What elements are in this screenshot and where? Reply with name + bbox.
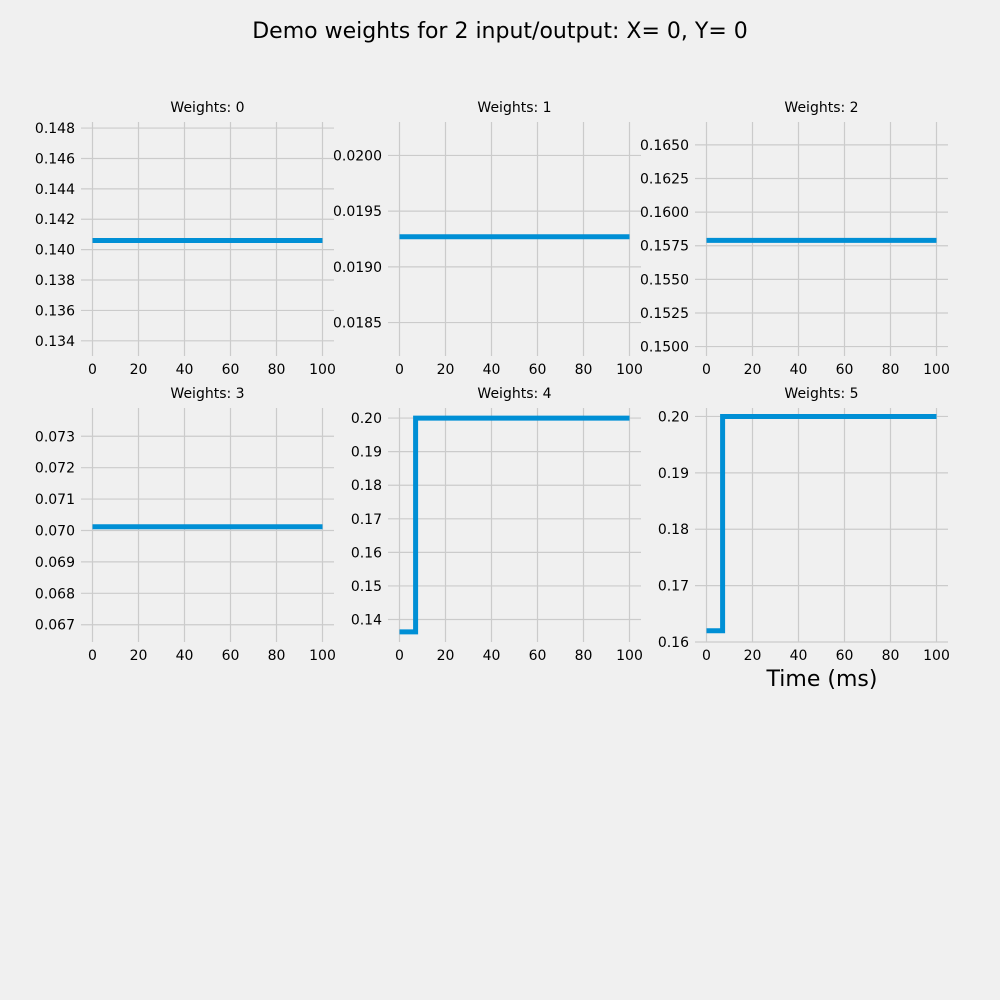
subplot-weights-1: Weights: 1 0 20 40 60 80 100 0.0185 0.0190 0.0195… (333, 100, 643, 378)
x-tick-label: 0 (702, 648, 711, 664)
x-tick-label: 80 (882, 648, 900, 664)
y-tick-label: 0.1525 (640, 306, 689, 322)
y-tick-label: 0.18 (351, 478, 382, 494)
x-tick-label: 100 (616, 648, 643, 664)
x-tick-label: 40 (790, 362, 808, 378)
y-tick-label: 0.073 (35, 429, 75, 445)
y-tick-label: 0.1600 (640, 205, 689, 221)
x-tick-label: 80 (575, 648, 593, 664)
y-tick-label: 0.069 (35, 555, 75, 571)
x-tick-label: 20 (744, 648, 762, 664)
x-tick-label: 60 (836, 648, 854, 664)
y-tick-label: 0.19 (658, 466, 689, 482)
y-tick-label: 0.1550 (640, 272, 689, 288)
subplot-weights-3: Weights: 3 0 20 40 60 80 100 0.067 0.068 0.069 0.0… (35, 386, 336, 664)
subplot-title: Weights: 5 (784, 386, 858, 402)
subplot-weights-0: Weights: 0 0 20 40 60 80 100 0.134 0.136 0.138 0.1… (35, 100, 336, 378)
y-tick-label: 0.1575 (640, 239, 689, 255)
y-tick-label: 0.070 (35, 523, 75, 539)
y-tick-label: 0.134 (35, 334, 75, 350)
y-tick-label: 0.068 (35, 586, 75, 602)
x-tick-label: 20 (130, 362, 148, 378)
x-tick-label: 0 (88, 362, 97, 378)
subplot-weights-4: Weights: 4 0 20 40 60 80 100 0.14 0.15 0.16 0.17 0.… (351, 386, 643, 664)
y-tick-label: 0.1650 (640, 138, 689, 154)
x-tick-label: 20 (437, 648, 455, 664)
subplot-title: Weights: 2 (784, 100, 858, 116)
y-tick-label: 0.16 (658, 635, 689, 651)
x-tick-label: 80 (268, 648, 286, 664)
y-tick-label: 0.0185 (333, 316, 382, 332)
subplot-title: Weights: 3 (170, 386, 244, 402)
subplot-title: Weights: 4 (477, 386, 551, 402)
y-tick-label: 0.146 (35, 151, 75, 167)
x-tick-label: 40 (483, 362, 501, 378)
x-tick-label: 20 (130, 648, 148, 664)
y-tick-label: 0.16 (351, 545, 382, 561)
x-tick-label: 60 (222, 648, 240, 664)
x-tick-label: 60 (836, 362, 854, 378)
subplot-title: Weights: 1 (477, 100, 551, 116)
y-tick-label: 0.17 (351, 512, 382, 528)
y-tick-label: 0.071 (35, 492, 75, 508)
y-tick-label: 0.0190 (333, 260, 382, 276)
y-tick-label: 0.136 (35, 303, 75, 319)
y-tick-label: 0.20 (351, 411, 382, 427)
x-tick-label: 100 (309, 362, 336, 378)
x-tick-label: 60 (222, 362, 240, 378)
x-tick-label: 0 (395, 362, 404, 378)
y-tick-label: 0.15 (351, 579, 382, 595)
y-tick-label: 0.20 (658, 409, 689, 425)
x-tick-label: 40 (176, 362, 194, 378)
subplot-title: Weights: 0 (170, 100, 244, 116)
y-tick-label: 0.1500 (640, 340, 689, 356)
series-line (706, 413, 937, 634)
x-tick-label: 40 (790, 648, 808, 664)
y-tick-label: 0.14 (351, 613, 382, 629)
x-axis-label: Time (ms) (766, 667, 878, 692)
x-tick-label: 60 (529, 362, 547, 378)
x-tick-label: 20 (744, 362, 762, 378)
y-tick-label: 0.17 (658, 579, 689, 595)
y-tick-label: 0.067 (35, 618, 75, 634)
subplot-weights-5: Weights: 5 0 20 40 60 80 100 0.16 0.17 0.18 0.19 0.… (658, 386, 950, 664)
y-tick-label: 0.0200 (333, 148, 382, 164)
x-tick-label: 100 (309, 648, 336, 664)
figure-title: Demo weights for 2 input/output: X= 0, Y… (252, 19, 748, 44)
x-tick-label: 0 (702, 362, 711, 378)
x-tick-label: 100 (923, 648, 950, 664)
y-tick-label: 0.0195 (333, 204, 382, 220)
x-tick-label: 80 (882, 362, 900, 378)
y-tick-label: 0.144 (35, 182, 75, 198)
x-tick-label: 0 (88, 648, 97, 664)
y-tick-label: 0.138 (35, 273, 75, 289)
x-tick-label: 60 (529, 648, 547, 664)
y-tick-label: 0.072 (35, 461, 75, 477)
y-tick-label: 0.18 (658, 522, 689, 538)
x-tick-label: 20 (437, 362, 455, 378)
x-tick-label: 0 (395, 648, 404, 664)
y-tick-label: 0.140 (35, 243, 75, 259)
subplot-weights-2: Weights: 2 0 20 40 60 80 100 0.1500 0.1525 0.1550… (640, 100, 950, 378)
y-tick-label: 0.19 (351, 445, 382, 461)
x-tick-label: 80 (575, 362, 593, 378)
x-tick-label: 40 (176, 648, 194, 664)
x-tick-label: 100 (616, 362, 643, 378)
x-tick-label: 100 (923, 362, 950, 378)
series-line (399, 415, 630, 635)
y-tick-label: 0.148 (35, 121, 75, 137)
x-tick-label: 40 (483, 648, 501, 664)
x-tick-label: 80 (268, 362, 286, 378)
y-tick-label: 0.142 (35, 212, 75, 228)
y-tick-label: 0.1625 (640, 171, 689, 187)
